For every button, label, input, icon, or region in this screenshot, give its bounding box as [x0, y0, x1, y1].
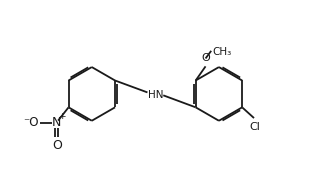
Text: O: O	[52, 139, 62, 152]
Text: HN: HN	[147, 90, 163, 100]
Text: ⁻O: ⁻O	[24, 116, 39, 129]
Text: CH₃: CH₃	[213, 47, 232, 57]
Text: N: N	[52, 116, 62, 129]
Text: Cl: Cl	[250, 122, 260, 132]
Text: +: +	[58, 112, 65, 121]
Text: O: O	[201, 53, 210, 63]
